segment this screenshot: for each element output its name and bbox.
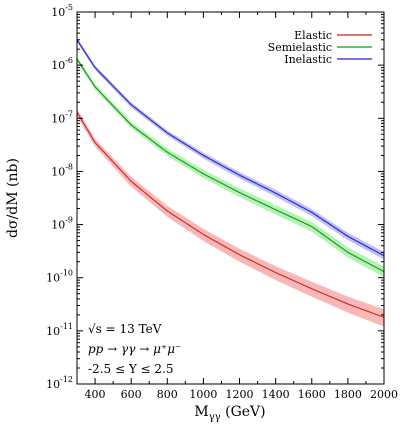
y-tick-label: 10-10 (46, 269, 73, 285)
series-line-elastic (76, 111, 385, 318)
y-tick-labels: 10-12 10-11 10-10 10-9 10-8 10-7 10-6 10-5 (46, 3, 73, 391)
series-lines (76, 39, 385, 318)
x-tick-label: 2000 (370, 388, 398, 401)
series-line-semielastic (76, 58, 385, 273)
x-tick-label: 1400 (262, 388, 290, 401)
x-tick-label: 600 (121, 388, 142, 401)
y-tick-label: 10-9 (51, 216, 73, 232)
annotation-3: -2.5 ≤ Y ≤ 2.5 (88, 362, 174, 376)
y-tick-label: 10-11 (46, 322, 73, 338)
y-tick-label: 10-7 (51, 109, 73, 125)
series-line-inelastic (76, 39, 385, 257)
x-tick-labels: 400 600 800 1000 1200 1400 1600 1800 2000 (85, 388, 398, 401)
x-axis-label: Mγγ (GeV) (194, 404, 265, 423)
y-tick-label: 10-6 (51, 56, 73, 72)
band-semielastic (77, 56, 384, 278)
plot-frame (76, 11, 385, 385)
legend-label-semielastic: Semielastic (268, 41, 332, 54)
annotation-1: √s = 13 TeV (88, 322, 162, 336)
x-tick-label: 1200 (226, 388, 254, 401)
y-tick-label: 10-8 (51, 162, 73, 178)
y-axis-label: dσ/dM (nb) (5, 158, 21, 238)
annotations: √s = 13 TeV pp → γγ → μ⁺μ⁻ -2.5 ≤ Y ≤ 2.5 (88, 322, 181, 376)
x-tick-label: 1000 (189, 388, 217, 401)
x-tick-label: 1600 (298, 388, 326, 401)
legend-label-elastic: Elastic (294, 29, 332, 42)
band-elastic (77, 108, 384, 327)
axis-ticks (76, 11, 385, 385)
x-tick-label: 1800 (334, 388, 362, 401)
x-tick-label: 800 (157, 388, 178, 401)
y-tick-label: 10-5 (51, 3, 73, 19)
uncertainty-bands (77, 37, 384, 327)
annotation-2: pp → γγ → μ⁺μ⁻ (88, 342, 181, 356)
band-inelastic (77, 37, 384, 260)
legend-label-inelastic: Inelastic (284, 53, 332, 66)
x-tick-label: 400 (85, 388, 106, 401)
y-tick-label: 10-12 (46, 375, 73, 391)
